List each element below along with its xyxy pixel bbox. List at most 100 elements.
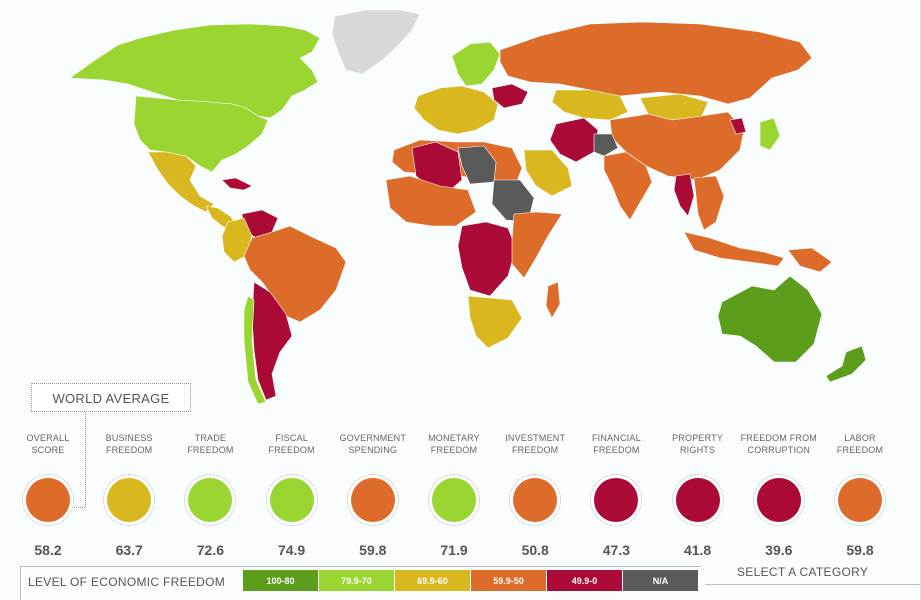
category-item[interactable]: PROPERTY RIGHTS 41.8	[658, 432, 738, 558]
legend-items: 100-80 79.9-70 69.9-60 59.9-50 49.9-0 N/A	[243, 570, 699, 591]
category-label: MONETARY FREEDOM	[428, 433, 480, 455]
category-score-dot	[513, 478, 558, 522]
category-item[interactable]: GOVERNMENT SPENDING 59.8	[333, 432, 413, 558]
category-label: FISCAL FREEDOM	[268, 433, 315, 455]
category-score: 50.8	[521, 542, 549, 558]
region-mexico[interactable]	[147, 151, 215, 213]
world-map	[69, 9, 867, 405]
world-average-connector	[85, 412, 87, 507]
region-afghanistan[interactable]	[593, 133, 619, 157]
category-item[interactable]: TRADE FREEDOM 72.6	[170, 432, 250, 558]
legend-item: 49.9-0	[547, 570, 622, 591]
region-chile[interactable]	[243, 295, 267, 405]
category-item[interactable]: BUSINESS FREEDOM 63.7	[89, 432, 169, 558]
category-label: FREEDOM FROM CORRUPTION	[740, 433, 817, 455]
region-iran[interactable]	[549, 117, 599, 163]
legend-title: LEVEL OF ECONOMIC FREEDOM	[28, 575, 226, 589]
world-average-label: WORLD AVERAGE	[52, 391, 170, 406]
region-scandinavia[interactable]	[451, 41, 501, 87]
region-new-zealand[interactable]	[825, 345, 867, 383]
category-item[interactable]: FISCAL FREEDOM 74.9	[252, 432, 332, 558]
category-score-dot	[675, 478, 720, 522]
region-saudi-arabia[interactable]	[523, 149, 573, 197]
category-item[interactable]: INVESTMENT FREEDOM 50.8	[495, 432, 575, 558]
category-score-dot	[594, 478, 639, 522]
category-score-dot	[269, 478, 314, 522]
category-label: OVERALL SCORE	[26, 433, 70, 455]
category-score: 74.9	[277, 542, 306, 558]
category-score-ring[interactable]	[428, 474, 480, 526]
category-score-ring[interactable]	[590, 474, 643, 526]
category-label: TRADE FREEDOM	[187, 433, 234, 455]
category-score-ring[interactable]	[184, 474, 237, 526]
region-russia[interactable]	[499, 21, 813, 105]
legend-item: 79.9-70	[319, 570, 394, 591]
category-score-ring[interactable]	[752, 474, 805, 526]
category-score-ring[interactable]	[22, 474, 74, 526]
region-madagascar[interactable]	[545, 281, 561, 319]
legend-item: 100-80	[243, 570, 318, 591]
category-score-dot	[756, 478, 801, 522]
category-item[interactable]: OVERALL SCORE 58.2	[8, 432, 88, 558]
category-score: 72.6	[196, 542, 225, 558]
region-algeria[interactable]	[411, 141, 463, 193]
legend-item: N/A	[623, 570, 698, 591]
category-label: INVESTMENT FREEDOM	[505, 433, 566, 455]
region-papua-new-guinea[interactable]	[787, 247, 833, 273]
category-score-dot	[838, 478, 882, 522]
region-western-europe[interactable]	[413, 85, 499, 135]
category-label: PROPERTY RIGHTS	[672, 433, 724, 455]
region-greenland[interactable]	[331, 9, 421, 75]
category-score-dot	[350, 478, 395, 522]
region-argentina[interactable]	[251, 281, 293, 401]
category-score-ring[interactable]	[103, 474, 156, 526]
region-myanmar[interactable]	[673, 173, 695, 217]
legend-frame	[20, 566, 701, 600]
world-average-box[interactable]: WORLD AVERAGE	[31, 383, 191, 412]
region-australia[interactable]	[717, 275, 823, 363]
category-item[interactable]: FINANCIAL FREEDOM 47.3	[576, 432, 656, 558]
region-colombia[interactable]	[221, 217, 253, 263]
category-item[interactable]: MONETARY FREEDOM 71.9	[414, 432, 494, 558]
category-score: 39.6	[765, 542, 793, 558]
category-score-dot	[26, 478, 70, 522]
category-score-dot	[188, 478, 233, 522]
world-average-connector-tick	[62, 507, 85, 509]
select-category-underline	[705, 584, 921, 585]
region-ukraine[interactable]	[491, 83, 529, 109]
category-score: 41.8	[683, 542, 712, 558]
category-label: BUSINESS FREEDOM	[105, 433, 153, 455]
region-united-states[interactable]	[133, 95, 269, 173]
region-indonesia[interactable]	[683, 231, 785, 267]
category-score-dot	[107, 478, 152, 522]
region-central-africa[interactable]	[457, 221, 517, 297]
category-score-ring[interactable]	[834, 474, 886, 526]
legend-item: 69.9-60	[395, 570, 470, 591]
legend-item: 59.9-50	[471, 570, 546, 591]
category-score-ring[interactable]	[509, 474, 562, 526]
category-score-ring[interactable]	[265, 474, 318, 526]
category-score-ring[interactable]	[346, 474, 399, 526]
category-score: 47.3	[602, 542, 631, 558]
category-item[interactable]: FREEDOM FROM CORRUPTION 39.6	[739, 432, 819, 558]
region-cuba[interactable]	[221, 177, 253, 191]
category-score: 58.2	[34, 542, 62, 558]
region-southern-africa[interactable]	[467, 295, 523, 349]
category-score-ring[interactable]	[671, 474, 724, 526]
category-item[interactable]: LABOR FREEDOM 59.8	[820, 432, 900, 558]
region-japan[interactable]	[759, 117, 781, 151]
region-india[interactable]	[603, 151, 653, 221]
category-score: 71.9	[440, 542, 468, 558]
region-brazil[interactable]	[243, 225, 347, 323]
region-southeast-asia[interactable]	[693, 175, 725, 231]
category-score: 63.7	[115, 542, 143, 558]
region-north-korea[interactable]	[729, 117, 747, 135]
select-category-label[interactable]: SELECT A CATEGORY	[737, 565, 869, 579]
category-score-dot	[432, 478, 476, 522]
region-west-africa[interactable]	[385, 175, 477, 227]
region-east-africa[interactable]	[511, 211, 563, 279]
category-label: LABOR FREEDOM	[836, 433, 884, 455]
category-score: 59.8	[359, 542, 387, 558]
category-score: 59.8	[846, 542, 874, 558]
category-label: GOVERNMENT SPENDING	[339, 433, 407, 455]
